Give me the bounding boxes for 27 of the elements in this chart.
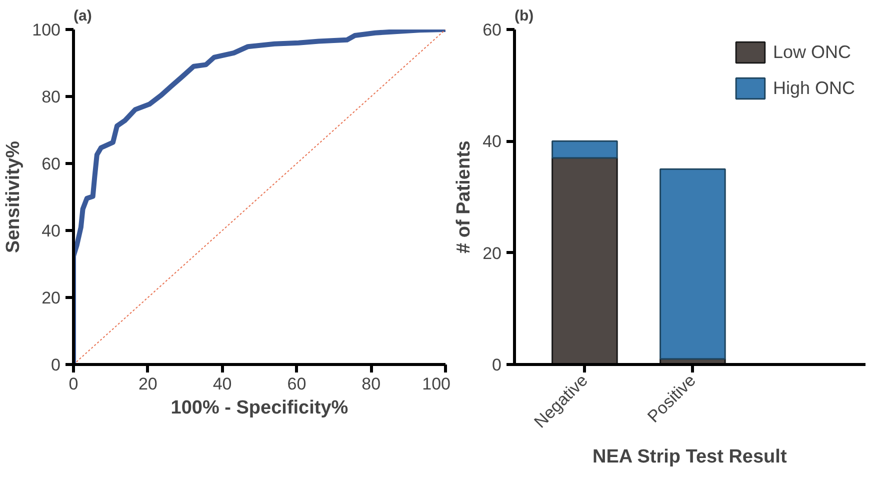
y-tick-label: 0 [492,356,502,374]
chart-title: (b) [514,8,534,24]
y-tick-label: 100 [32,20,61,40]
bar [552,157,618,364]
y-tick-label: 0 [51,356,61,374]
x-axis-title: 100% - Specificity% [170,398,348,418]
legend-label: Low ONC [772,42,851,62]
y-tick-label: 40 [42,222,61,240]
x-axis-title: NEA Strip Test Result [592,446,788,468]
x-tick-label: 0 [68,374,78,394]
x-tick-label: 80 [362,374,381,394]
y-tick-label: 80 [42,88,61,106]
x-tick-label: 100 [422,374,451,394]
x-tick-label: 20 [138,374,158,394]
bar [552,140,618,159]
legend-label: High ONC [772,78,855,98]
y-tick-label: 20 [482,244,502,263]
x-tick-label: 60 [287,374,306,394]
y-tick-label: 60 [42,154,61,174]
y-tick-label: 40 [482,132,502,152]
y-tick-label: 20 [42,288,61,308]
y-axis-title: # of Patients [454,140,475,254]
y-tick-label: 60 [482,20,502,40]
x-tick-label: 40 [212,374,232,394]
y-axis-title: Sensitivity% [3,140,24,253]
bar [660,168,726,360]
chart-title: (a) [74,8,92,24]
